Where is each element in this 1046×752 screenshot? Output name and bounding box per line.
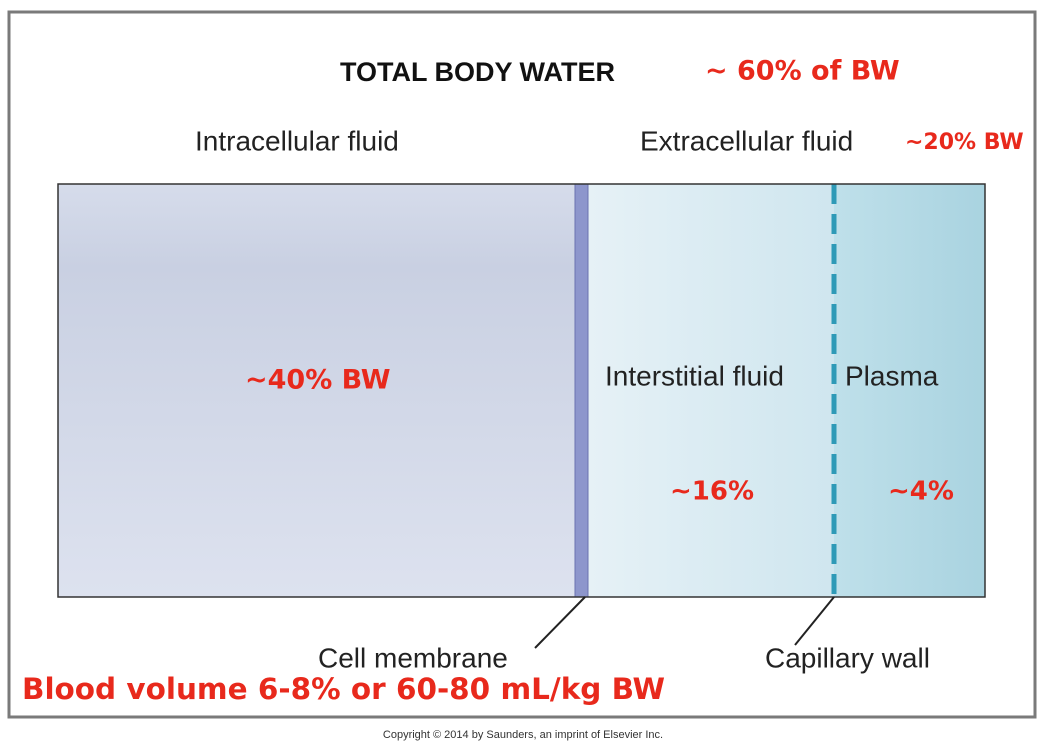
blood-volume-note: Blood volume 6-8% or 60-80 mL/kg BW [22,672,665,706]
interstitial-region [588,184,834,597]
title: TOTAL BODY WATER [340,57,615,87]
intracellular-region [58,184,575,597]
membrane-leader [534,596,586,649]
capillary-wall-label: Capillary wall [765,642,930,673]
extracellular-note: ~20% BW [905,130,1024,155]
box-outline [57,183,986,598]
plasma-label: Plasma [845,360,939,391]
plasma-region [834,184,985,597]
cell-membrane [574,183,589,598]
intracellular-note: ~40% BW [245,365,391,396]
interstitial-note: ~16% [670,477,754,507]
plasma-note: ~4% [888,477,954,507]
title-note: ~ 60% of BW [705,56,900,87]
copyright: Copyright © 2014 by Saunders, an imprint… [383,729,663,741]
extracellular-label: Extracellular fluid [640,125,853,156]
cell-membrane-label: Cell membrane [318,642,508,673]
intracellular-label: Intracellular fluid [195,125,399,156]
capillary-leader [794,596,835,646]
interstitial-label: Interstitial fluid [605,360,784,391]
